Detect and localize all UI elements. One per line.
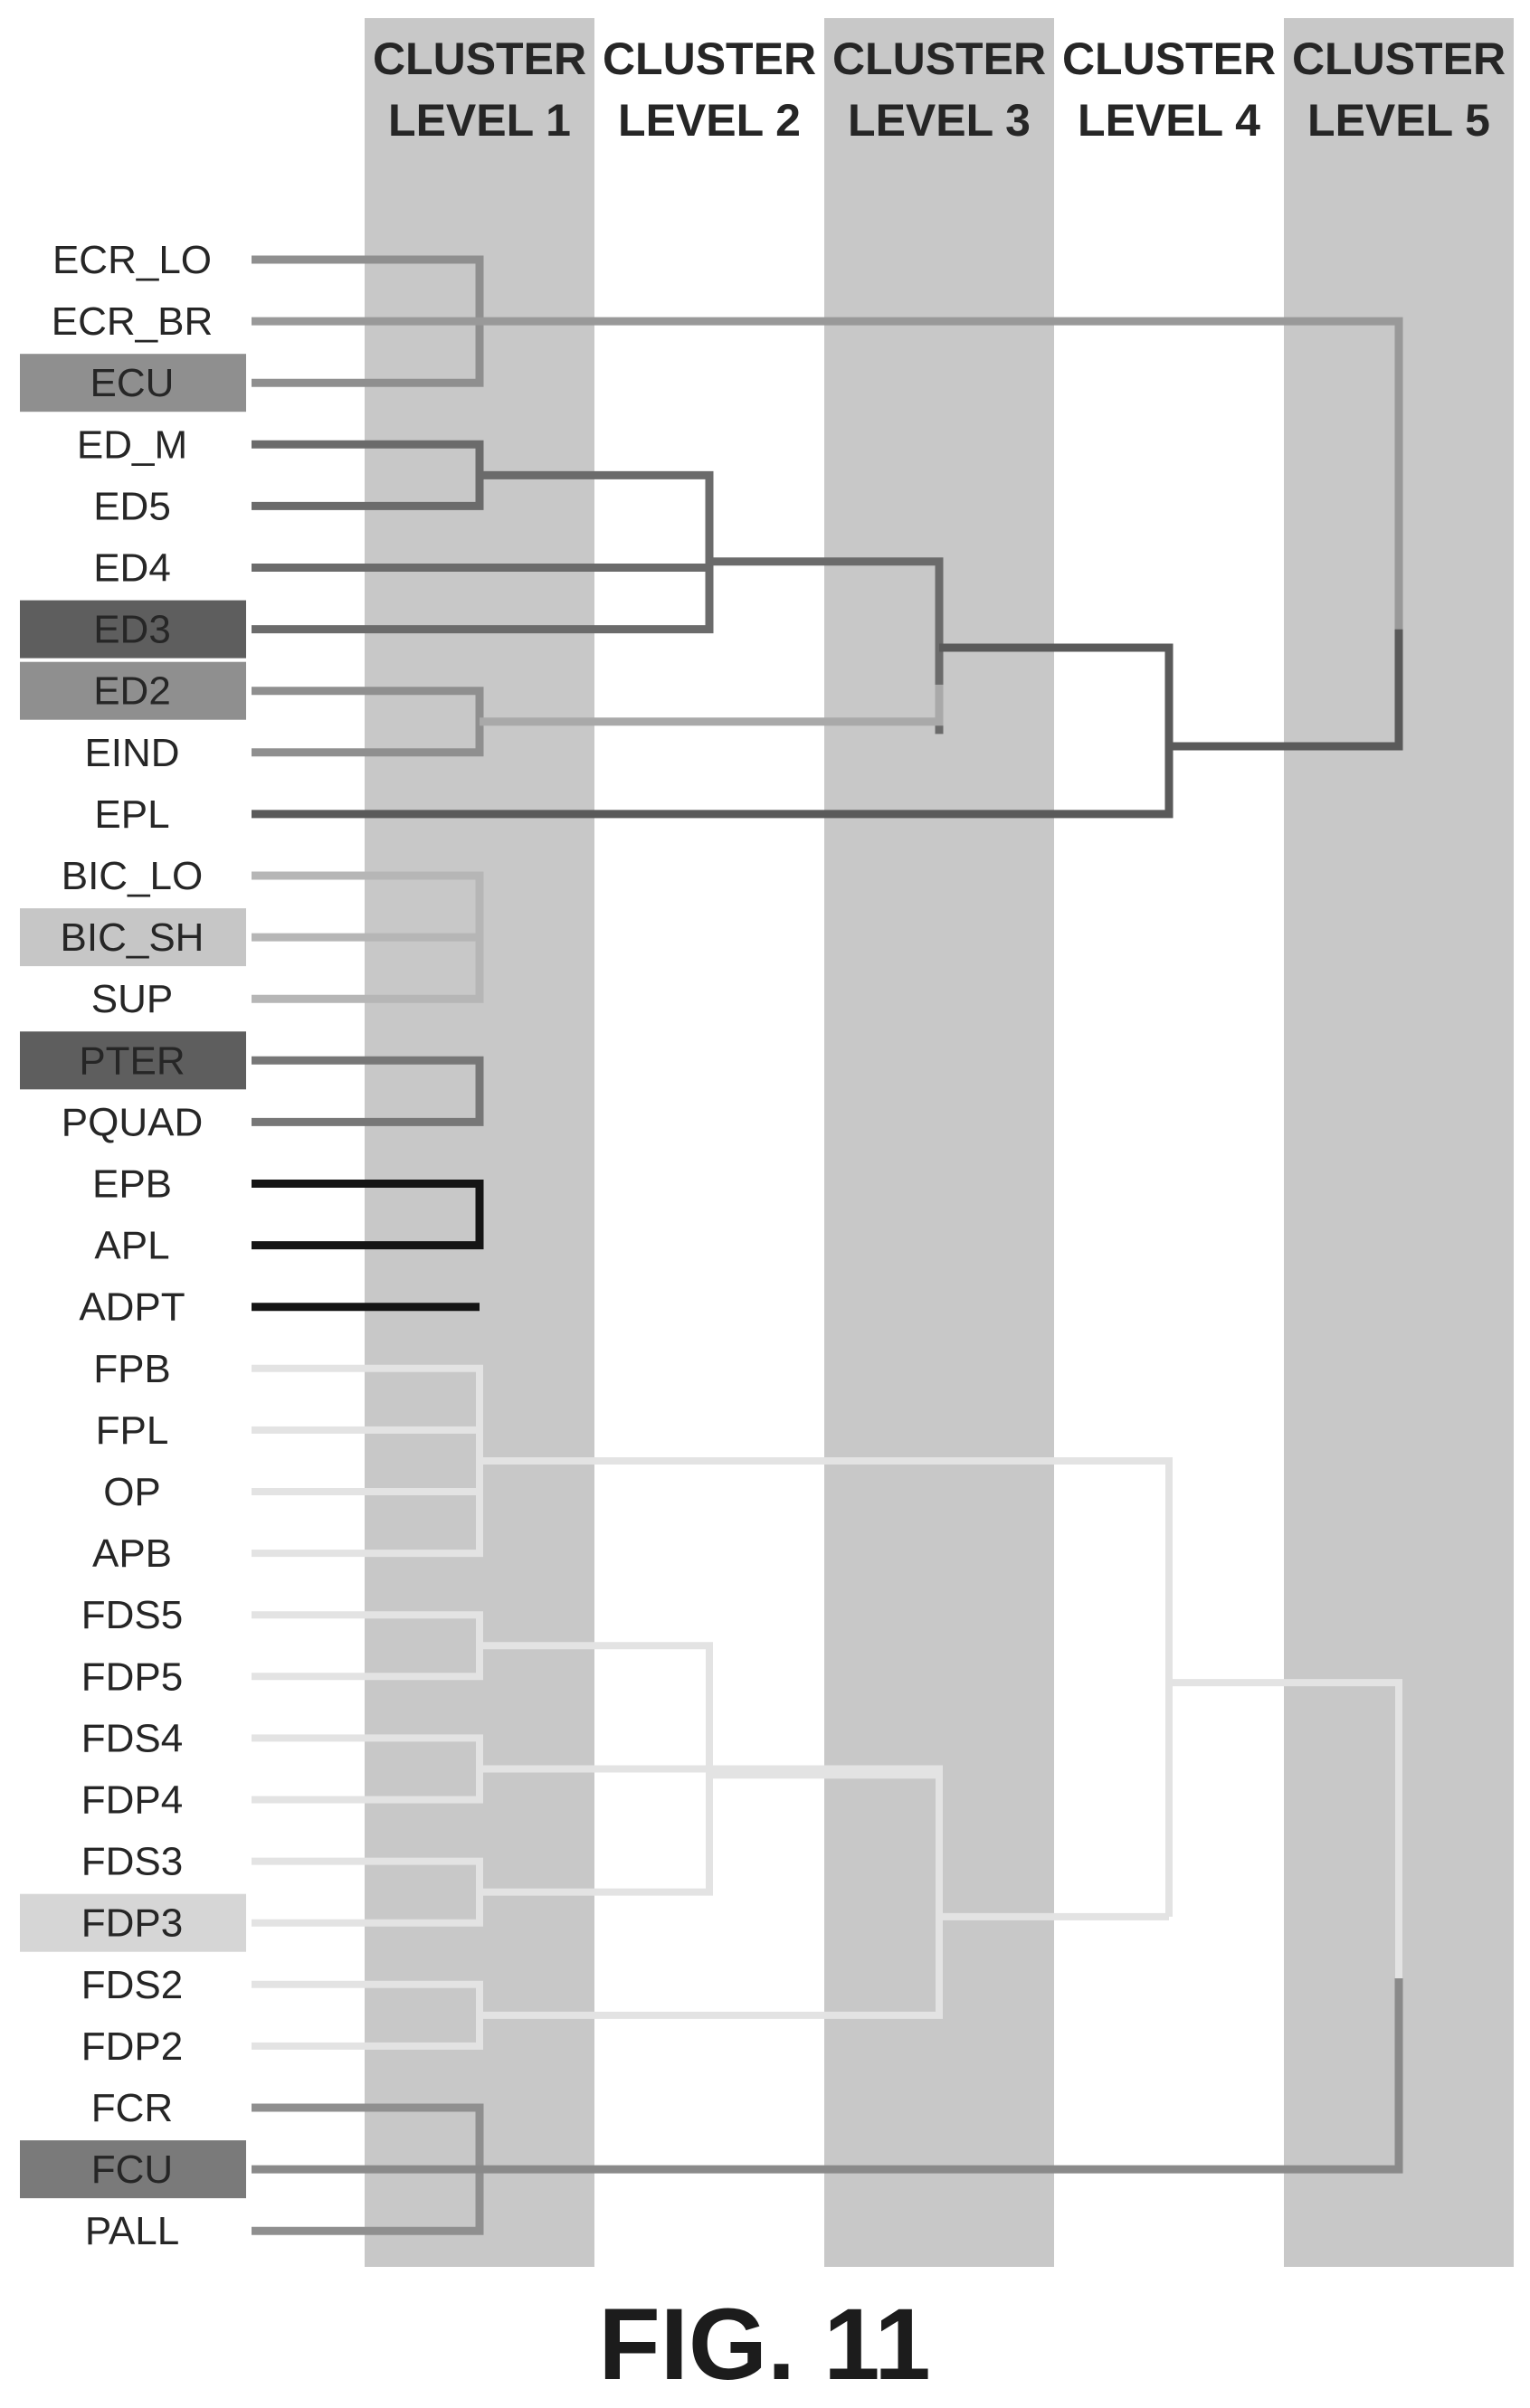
- muscle-label: FDS3: [81, 1840, 183, 1884]
- muscle-label: BIC_LO: [62, 854, 204, 898]
- muscle-label: FDS5: [81, 1593, 183, 1637]
- label-highlight: [20, 1031, 246, 1090]
- muscle-label: FDS4: [81, 1716, 183, 1760]
- muscle-label: ED3: [93, 608, 171, 652]
- muscle-label: APL: [94, 1224, 169, 1268]
- muscle-label: FDP3: [81, 1901, 183, 1946]
- dendrogram-link: [252, 1977, 1403, 2174]
- muscle-label: FCU: [91, 2147, 173, 2192]
- muscle-labels: ECR_LO ECR_BR ECU ED_M ED5 ED4 ED3 ED2 EIND EPL BI…: [52, 238, 214, 2253]
- label-highlight: [20, 908, 246, 967]
- muscle-label: ED_M: [77, 422, 187, 467]
- column-header-4-line1: CLUSTER: [1062, 33, 1276, 84]
- muscle-label: ED4: [93, 546, 171, 591]
- muscle-label: EPB: [92, 1162, 172, 1207]
- muscle-label: FDP4: [81, 1778, 183, 1823]
- dendrogram-link: [252, 643, 1174, 819]
- column-header-3-line2: LEVEL 3: [848, 95, 1031, 146]
- column-header-2-line2: LEVEL 2: [618, 95, 801, 146]
- muscle-label: PTER: [79, 1038, 185, 1083]
- dendrogram-link: [252, 470, 714, 634]
- muscle-label: ECU: [90, 361, 175, 405]
- dendrogram-links: [252, 255, 1403, 2235]
- muscle-label: FDP2: [81, 2024, 183, 2069]
- muscle-label: FDP5: [81, 1654, 183, 1699]
- dendrogram-link: [252, 1056, 484, 1126]
- column-header-1-line1: CLUSTER: [373, 33, 586, 84]
- muscle-label: ADPT: [79, 1285, 185, 1330]
- column-bands: [365, 18, 1514, 2267]
- label-highlight: [20, 1893, 246, 1952]
- column-header-1-line2: LEVEL 1: [388, 95, 571, 146]
- muscle-label: FPB: [93, 1347, 171, 1391]
- muscle-label: ED5: [93, 484, 171, 528]
- label-highlight: [20, 661, 246, 720]
- column-header-2-line1: CLUSTER: [603, 33, 816, 84]
- dendrogram-link: [252, 317, 1403, 630]
- muscle-label: SUP: [91, 977, 173, 1021]
- muscle-label: ECR_LO: [52, 238, 212, 282]
- muscle-label: FPL: [96, 1408, 169, 1453]
- figure-label: FIG. 11: [598, 2288, 930, 2401]
- dendrogram-link: [252, 1180, 484, 1250]
- column-header-3-line1: CLUSTER: [832, 33, 1046, 84]
- muscle-label: ECR_BR: [52, 299, 214, 344]
- label-highlights: [20, 354, 246, 2199]
- dendrogram-link: [709, 557, 944, 735]
- dendrogram-link: [480, 1765, 943, 2019]
- muscle-label: PALL: [85, 2209, 179, 2253]
- muscle-label: PQUAD: [62, 1100, 203, 1144]
- column-headers: CLUSTER LEVEL 1 CLUSTER LEVEL 2 CLUSTER LEVEL…: [373, 33, 1506, 146]
- label-highlight: [20, 600, 246, 659]
- muscle-label: EPL: [94, 792, 169, 837]
- muscle-label: EIND: [84, 731, 179, 775]
- dendrogram-link: [1169, 629, 1403, 751]
- column-header-5-line1: CLUSTER: [1292, 33, 1506, 84]
- muscle-label: APB: [92, 1531, 172, 1576]
- muscle-label: BIC_SH: [61, 915, 204, 960]
- label-highlight: [20, 2140, 246, 2199]
- label-highlight: [20, 354, 246, 412]
- muscle-label: ED2: [93, 669, 171, 714]
- muscle-label: FDS2: [81, 1963, 183, 2007]
- dendrogram-link: [480, 1456, 1173, 1917]
- dendrogram-link: [1169, 1679, 1402, 1978]
- column-header-5-line2: LEVEL 5: [1307, 95, 1490, 146]
- muscle-label: OP: [103, 1470, 161, 1514]
- muscle-label: FCR: [91, 2086, 173, 2130]
- column-header-4-line2: LEVEL 4: [1078, 95, 1260, 146]
- dendrogram-link: [480, 684, 944, 726]
